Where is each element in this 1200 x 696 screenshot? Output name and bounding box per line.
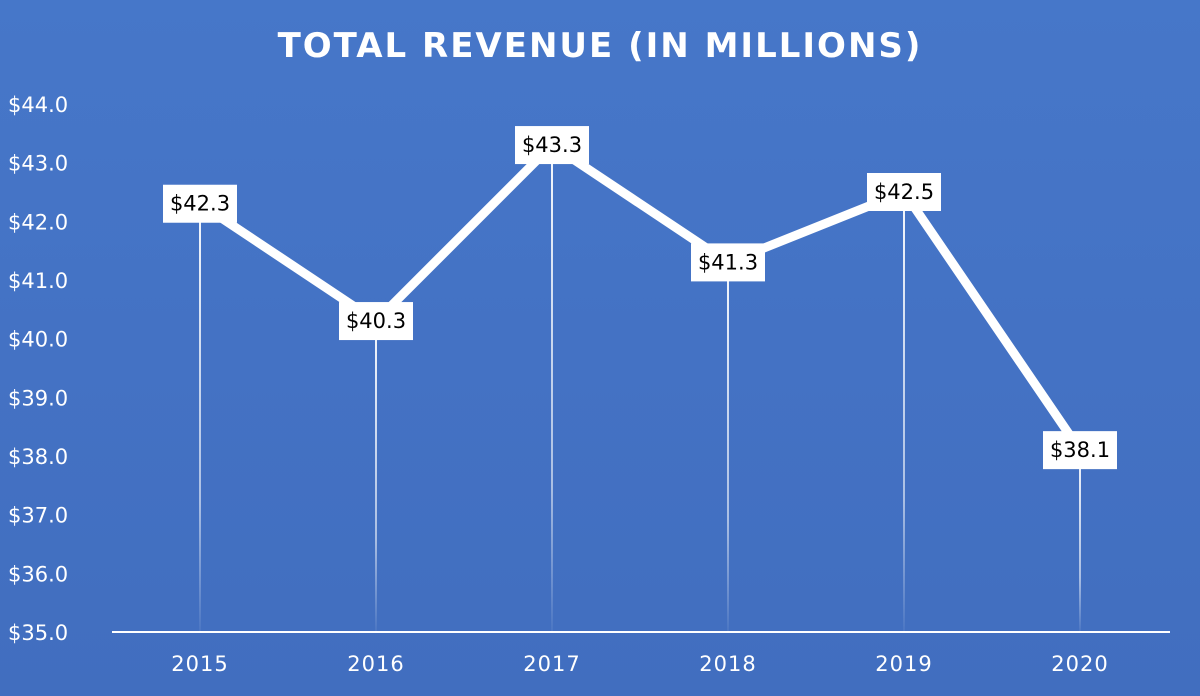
drop-line [551, 145, 553, 633]
y-tick-label: $43.0 [8, 152, 68, 176]
x-tick-label: 2019 [875, 652, 932, 676]
y-tick-label: $38.0 [8, 445, 68, 469]
data-label: $41.3 [698, 250, 758, 274]
drop-line [375, 321, 377, 632]
data-label: $40.3 [346, 309, 406, 333]
drop-lines [199, 145, 1081, 633]
data-label-box [1043, 431, 1117, 470]
chart-title: TOTAL REVENUE (IN MILLIONS) [277, 26, 923, 66]
series-line [195, 140, 1085, 455]
x-tick-label: 2017 [523, 652, 580, 676]
drop-line [903, 192, 905, 632]
y-tick-label: $44.0 [8, 93, 68, 117]
y-axis-ticks: $35.0 $36.0 $37.0 $38.0 $39.0 $40.0 $41.0 $42.0… [8, 93, 68, 645]
x-tick-label: 2015 [171, 652, 228, 676]
series-group [195, 140, 1085, 455]
drop-line [1079, 450, 1081, 632]
y-tick-label: $35.0 [8, 621, 68, 645]
y-tick-label: $37.0 [8, 504, 68, 528]
data-label-box [691, 243, 765, 282]
data-label: $38.1 [1050, 438, 1110, 462]
x-axis-ticks: 2015 2016 2017 2018 2019 2020 [171, 652, 1108, 676]
drop-line [727, 262, 729, 632]
drop-line [199, 203, 201, 632]
data-label-box [867, 173, 941, 211]
y-tick-label: $36.0 [8, 562, 68, 586]
x-tick-label: 2018 [699, 652, 756, 676]
x-tick-label: 2016 [347, 652, 404, 676]
y-tick-label: $39.0 [8, 386, 68, 410]
data-label-box [339, 302, 413, 341]
y-tick-label: $42.0 [8, 210, 68, 234]
data-label: $43.3 [522, 133, 582, 157]
data-labels: $42.3 $40.3 $43.3 $41.3 $42.5 $38.1 [163, 126, 1117, 470]
x-tick-label: 2020 [1051, 652, 1108, 676]
y-tick-label: $41.0 [8, 269, 68, 293]
data-label: $42.3 [170, 192, 230, 216]
y-tick-label: $40.0 [8, 328, 68, 352]
data-label: $42.5 [874, 180, 934, 204]
data-label-box [515, 126, 589, 165]
data-label-box [163, 184, 237, 223]
